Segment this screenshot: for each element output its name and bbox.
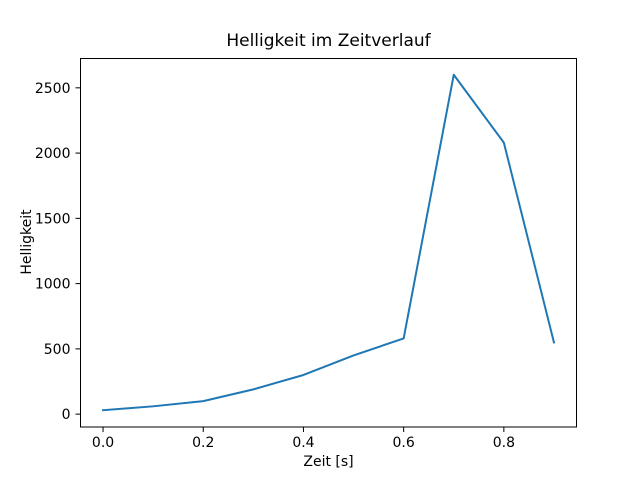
y-tick-label: 2500 [35,81,71,97]
x-tick-label: 0.6 [393,435,415,451]
y-tick-label: 0 [62,407,71,423]
brightness-data-line [101,73,556,412]
y-tick-label: 2000 [35,146,71,162]
x-tick-label: 0.2 [192,435,214,451]
x-tick-label: 0.8 [493,435,515,451]
x-axis-label: Zeit [s] [303,454,354,470]
x-tick-label: 0.0 [92,435,114,451]
x-tick-label: 0.4 [292,435,314,451]
plot-border [80,58,577,428]
y-tick-label: 1000 [35,277,71,293]
y-tick-label: 500 [44,342,71,358]
y-tick-label: 1500 [35,211,71,227]
y-axis-label: Helligkeit [19,209,35,275]
chart-title: Helligkeit im Zeitverlauf [226,31,431,51]
